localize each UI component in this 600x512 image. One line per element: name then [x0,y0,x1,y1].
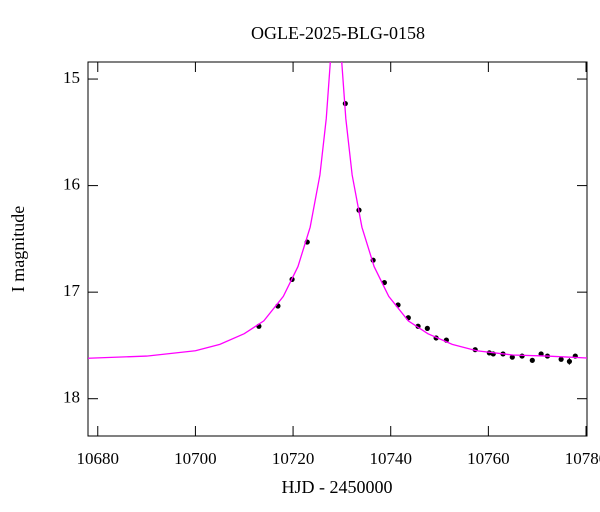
x-tick-label: 10700 [174,449,217,468]
chart-title: OGLE-2025-BLG-0158 [251,23,425,43]
y-tick-label: 15 [63,68,80,87]
x-tick-label: 10780 [565,449,600,468]
x-tick-label: 10680 [77,449,120,468]
data-point [519,353,525,359]
data-point [566,358,573,365]
data-point [558,356,564,362]
x-axis-title: HJD - 2450000 [282,477,393,497]
y-tick-label: 17 [63,281,81,300]
plot-area [88,62,587,365]
x-tick-label: 10740 [369,449,412,468]
plot-frame [87,61,588,437]
data-point [509,354,515,360]
data-point [424,325,430,331]
x-tick-label: 10760 [467,449,510,468]
data-point [529,357,535,363]
y-axis-title: I magnitude [8,206,28,292]
y-tick-label: 18 [63,388,80,407]
model-curve [88,62,587,359]
x-tick-label: 10720 [272,449,315,468]
y-tick-label: 16 [63,175,80,194]
